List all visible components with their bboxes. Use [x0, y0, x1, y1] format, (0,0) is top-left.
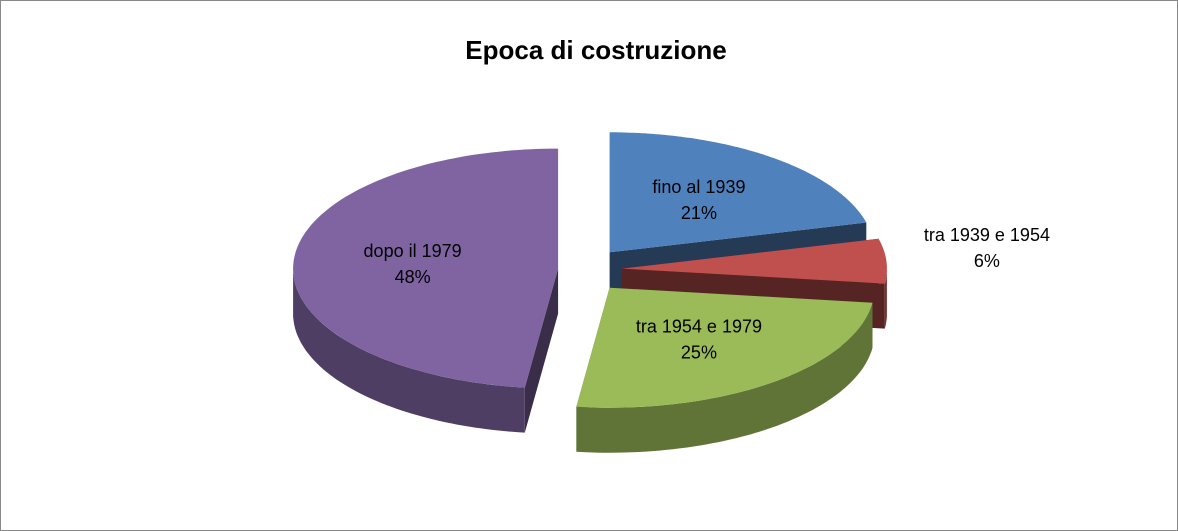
- slice-wall: [293, 268, 525, 433]
- slice-wall: [576, 302, 873, 453]
- slice-label: dopo il 1979: [364, 241, 462, 261]
- slice-value-label: 25%: [681, 343, 717, 363]
- slice-value-label: 48%: [395, 267, 431, 287]
- slice-side: [524, 268, 559, 433]
- slice-label: fino al 1939: [652, 177, 745, 197]
- slice-label: tra 1954 e 1979: [636, 317, 762, 337]
- slice-wall: [884, 268, 887, 329]
- slice: [609, 132, 867, 253]
- slice-label: tra 1939 e 1954: [924, 225, 1050, 245]
- slice: [576, 287, 873, 408]
- slice: [293, 148, 559, 388]
- slice-value-label: 21%: [681, 203, 717, 223]
- chart-title: Epoca di costruzione: [465, 35, 727, 65]
- slice-value-label: 6%: [974, 251, 1000, 271]
- slice: [621, 238, 887, 284]
